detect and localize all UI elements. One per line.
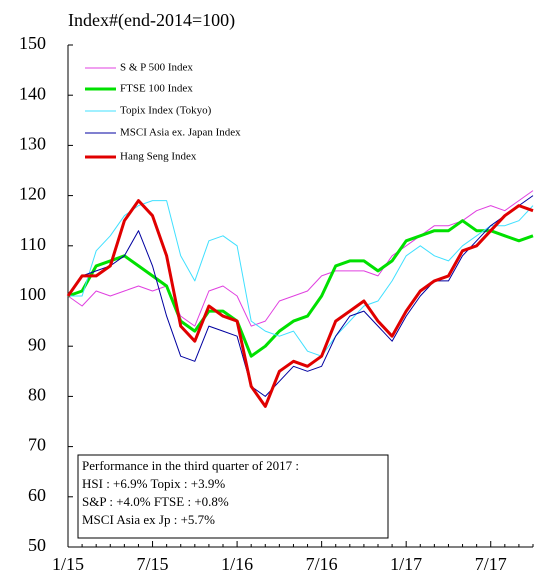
y-tick-label: 130 <box>19 134 46 154</box>
x-tick-label: 7/16 <box>306 554 338 574</box>
series-line <box>66 199 534 408</box>
x-tick-label: 7/15 <box>137 554 169 574</box>
legend-label: MSCI Asia ex. Japan Index <box>120 127 241 139</box>
annotation-text: S&P : +4.0% FTSE : +0.8% <box>82 494 229 509</box>
chart-title: Index#(end-2014=100) <box>68 10 235 31</box>
legend-label: Topix Index (Tokyo) <box>120 105 212 117</box>
y-tick-label: 140 <box>19 83 46 103</box>
x-tick-label: 1/17 <box>390 554 422 574</box>
x-tick-label: 1/15 <box>52 554 84 574</box>
x-tick-label: 1/16 <box>221 554 253 574</box>
y-tick-label: 60 <box>28 485 46 505</box>
y-tick-label: 50 <box>28 535 46 555</box>
annotation-text: Performance in the third quarter of 2017… <box>82 458 299 473</box>
x-tick-label: 7/17 <box>475 554 507 574</box>
y-tick-label: 80 <box>28 385 46 405</box>
series-line <box>67 195 534 397</box>
legend-label: S & P 500 Index <box>120 62 193 74</box>
y-tick-label: 150 <box>19 33 46 53</box>
series-line <box>68 200 534 357</box>
y-tick-label: 100 <box>19 284 46 304</box>
y-tick-label: 110 <box>20 234 46 254</box>
annotation-text: HSI : +6.9% Topix : +3.9% <box>82 476 225 491</box>
series-line <box>67 219 534 358</box>
y-tick-label: 90 <box>28 334 46 354</box>
annotation-text: MSCI Asia ex Jp : +5.7% <box>82 512 215 527</box>
legend-label: Hang Seng Index <box>120 151 197 163</box>
series-line <box>67 190 534 327</box>
y-tick-label: 120 <box>19 184 46 204</box>
annotation-box <box>77 454 389 539</box>
legend-label: FTSE 100 Index <box>120 83 193 95</box>
y-tick-label: 70 <box>28 435 46 455</box>
